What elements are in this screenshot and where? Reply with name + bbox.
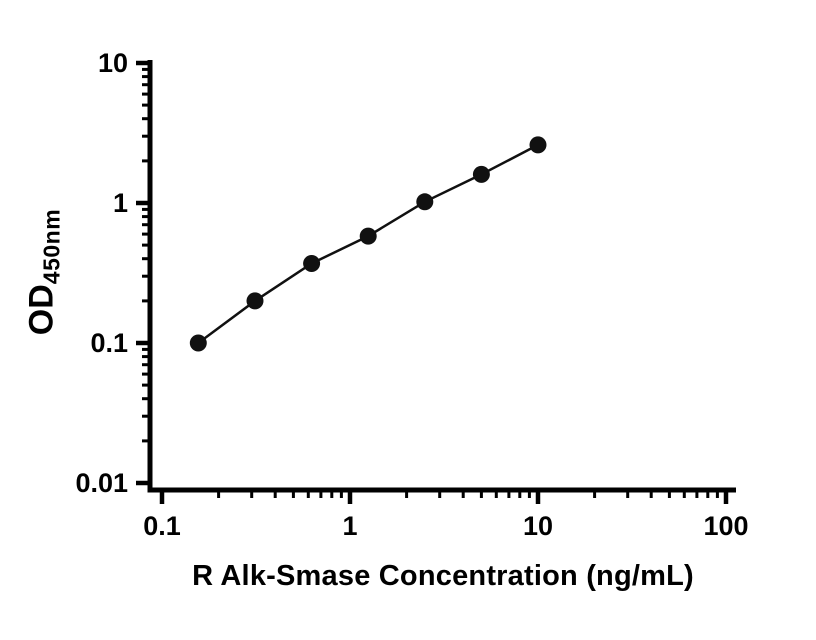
- x-tick-label: 100: [703, 511, 748, 541]
- data-point: [472, 165, 490, 183]
- x-tick-label: 10: [523, 511, 553, 541]
- data-point: [529, 136, 547, 154]
- x-tick-label: 0.1: [143, 511, 181, 541]
- data-point: [303, 255, 321, 272]
- x-axis-title: R Alk-Smase Concentration (ng/mL): [192, 560, 694, 592]
- y-tick-label: 10: [98, 48, 128, 78]
- y-tick-label: 1: [113, 188, 128, 218]
- data-point: [416, 193, 434, 211]
- y-tick-label: 0.1: [90, 328, 128, 358]
- data-point: [189, 334, 207, 352]
- data-point: [246, 292, 264, 310]
- data-point: [359, 227, 377, 245]
- x-tick-label: 1: [342, 511, 357, 541]
- axis-lines: [147, 60, 736, 493]
- y-tick-label: 0.01: [75, 468, 128, 498]
